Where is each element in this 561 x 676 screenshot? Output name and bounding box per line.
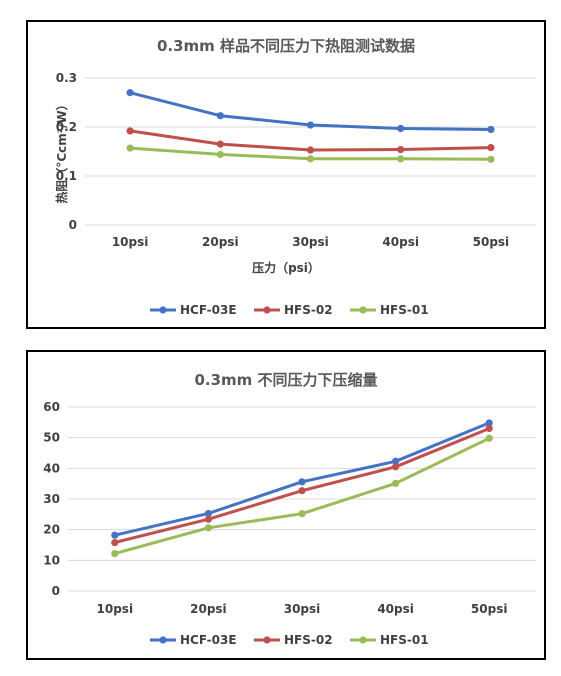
- compression-chart: 0.3mm 不同压力下压缩量 0 10 20 30 40 50 60 10psi 20psi 30p…: [26, 350, 546, 660]
- legend-marker: [159, 306, 167, 314]
- data-point: [126, 89, 134, 97]
- data-point: [111, 531, 119, 539]
- series-line-hfs-01: [113, 436, 491, 556]
- data-point: [397, 145, 405, 154]
- data-point: [216, 140, 224, 148]
- data-point: [126, 127, 134, 135]
- legend-label: HFS-02: [284, 633, 333, 647]
- legend-label: HFS-01: [380, 303, 429, 317]
- x-tick-label: 20psi: [190, 602, 227, 616]
- data-point: [298, 510, 306, 518]
- legend-label: HFS-01: [380, 633, 429, 647]
- data-point: [204, 509, 212, 518]
- legend-marker: [263, 306, 271, 314]
- y-tick-label: 60: [43, 400, 60, 414]
- y-tick-label: 40: [43, 461, 60, 475]
- data-point: [487, 155, 495, 163]
- data-point: [485, 434, 493, 442]
- data-point: [392, 463, 400, 471]
- chart-title: 0.3mm 样品不同压力下热阻测试数据: [157, 37, 415, 55]
- chart-title: 0.3mm 不同压力下压缩量: [194, 371, 377, 389]
- data-point: [216, 150, 224, 159]
- data-point: [487, 125, 495, 134]
- data-point: [111, 538, 119, 547]
- legend-label: HCF-03E: [180, 633, 237, 647]
- data-point: [392, 479, 400, 487]
- x-tick-label: 30psi: [284, 602, 321, 616]
- y-axis-title: 热阻（°Ccm²/W）: [54, 98, 69, 203]
- data-point: [126, 144, 134, 152]
- x-tick-label: 30psi: [292, 235, 329, 249]
- x-tick-label: 50psi: [471, 602, 508, 616]
- x-tick-label: 40psi: [377, 602, 414, 616]
- y-tick-label: 0.3: [56, 71, 77, 85]
- legend-label: HFS-02: [284, 303, 333, 317]
- y-tick-label: 0.1: [56, 169, 77, 183]
- legend-label: HCF-03E: [180, 303, 237, 317]
- data-point: [397, 124, 405, 133]
- y-tick-label: 0.2: [56, 120, 77, 134]
- x-tick-label: 50psi: [473, 235, 510, 249]
- x-tick-label: 10psi: [112, 235, 149, 249]
- data-point: [397, 155, 405, 163]
- data-point: [204, 515, 212, 523]
- data-point: [204, 524, 212, 532]
- y-tick-label: 0: [69, 218, 77, 232]
- data-point: [392, 457, 400, 465]
- data-point: [306, 146, 315, 154]
- data-point: [298, 478, 306, 486]
- data-point: [306, 155, 315, 163]
- data-point: [216, 112, 224, 120]
- legend-marker: [359, 636, 367, 644]
- y-tick-label: 10: [43, 553, 60, 567]
- data-point: [306, 121, 315, 129]
- x-tick-label: 20psi: [202, 235, 239, 249]
- thermal-resistance-chart-svg: 0.3mm 样品不同压力下热阻测试数据 0 0.1 0.2 0.3 10psi 20psi 3…: [54, 37, 536, 317]
- thermal-resistance-chart: 0.3mm 样品不同压力下热阻测试数据 0 0.1 0.2 0.3 10psi 20psi 3…: [26, 20, 546, 329]
- y-tick-label: 20: [43, 523, 60, 537]
- legend-marker: [263, 636, 271, 644]
- legend-marker: [159, 636, 167, 644]
- x-tick-label: 10psi: [97, 602, 134, 616]
- y-tick-label: 30: [43, 492, 60, 506]
- x-tick-label: 40psi: [382, 235, 419, 249]
- legend-marker: [359, 306, 367, 314]
- x-axis-title: 压力（psi）: [252, 260, 320, 275]
- data-point: [485, 424, 493, 433]
- data-point: [485, 419, 493, 427]
- y-tick-label: 0: [52, 584, 60, 598]
- data-point: [111, 549, 119, 558]
- data-point: [298, 487, 306, 495]
- compression-chart-svg: 0.3mm 不同压力下压缩量 0 10 20 30 40 50 60 10psi 20psi 30p…: [43, 371, 536, 647]
- data-point: [487, 143, 495, 152]
- y-tick-label: 50: [43, 431, 60, 445]
